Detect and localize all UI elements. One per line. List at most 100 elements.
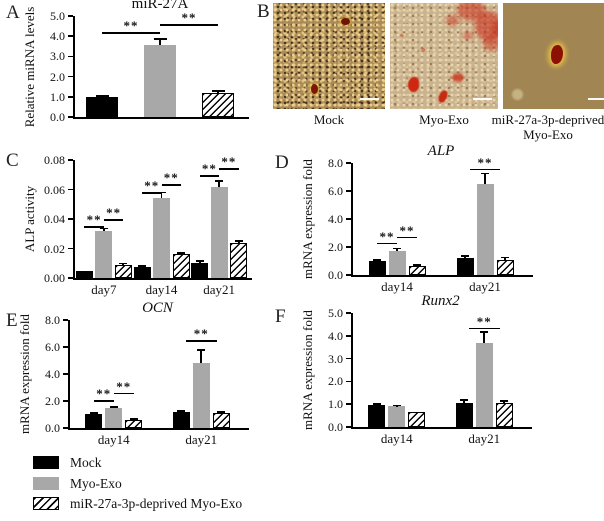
error-bar-stem — [217, 90, 219, 93]
panel-d-chart-alp-mrna: D 0.0 2.0 4.0 6.0 8.0 mRNA expression fold ALP… — [270, 143, 604, 295]
y-tick — [346, 162, 351, 164]
panel-c-chart-alp-activity: C 0.00 0.02 0.04 0.06 0.08 ALP activity day7 da… — [0, 145, 270, 296]
significance-label: ** — [201, 161, 217, 177]
y-tick-label: 0.0 — [45, 421, 60, 435]
significance-line — [397, 236, 417, 239]
chart-title: Runx2 — [421, 293, 460, 309]
significance-line — [199, 175, 220, 178]
significance-line — [142, 192, 162, 195]
y-tick-label: 2.0 — [328, 240, 343, 254]
stain-spot — [311, 83, 319, 94]
significance-label: ** — [477, 154, 493, 170]
significance-label: ** — [379, 228, 395, 244]
panel-e-chart-ocn-mrna: E 0.0 2.0 4.0 6.0 8.0 mRNA expression fold OCN… — [0, 295, 270, 455]
error-bar-cap — [413, 264, 421, 267]
x-axis — [73, 278, 252, 280]
error-bar-stem — [396, 248, 398, 252]
bar-gray — [153, 198, 170, 278]
legend-swatch-myo-exo — [33, 476, 59, 490]
bar-black — [86, 97, 118, 117]
y-tick — [346, 246, 351, 248]
y-tick-label: 6.0 — [45, 340, 60, 354]
y-tick-label: 8.0 — [328, 156, 343, 170]
y-axis — [73, 160, 75, 280]
panel-label-b: B — [257, 1, 270, 22]
error-bar-cap — [460, 399, 469, 402]
legend-label-mock: Mock — [70, 455, 102, 470]
stain-spot — [408, 77, 420, 93]
significance-line — [161, 184, 181, 186]
significance-label: ** — [96, 386, 112, 402]
error-bar-cap — [89, 411, 98, 414]
significance-label: ** — [181, 10, 197, 26]
error-bar-cap — [157, 191, 166, 194]
significance-label: ** — [193, 326, 209, 342]
panel-b-microscopy: B Mock Myo-Exo miR-27a-3p-de — [255, 0, 604, 145]
significance-line — [84, 226, 104, 228]
y-tick — [346, 334, 351, 337]
y-tick — [68, 247, 73, 250]
stain-spot — [436, 88, 449, 104]
y-tick — [68, 116, 73, 118]
chart-title: ALP — [427, 143, 455, 159]
error-bar-cap — [481, 172, 489, 175]
y-axis-label: Relative miRNA levels — [22, 6, 37, 127]
image-caption-mock: Mock — [313, 112, 345, 127]
microscopy-image-myo-exo — [390, 3, 498, 109]
significance-line — [102, 32, 160, 34]
error-bar-stem — [464, 256, 466, 259]
x-axis — [351, 275, 533, 277]
y-tick-label: 0.0 — [328, 420, 343, 434]
bar-hatch — [125, 419, 143, 428]
significance-label: ** — [86, 212, 102, 228]
significance-label: ** — [116, 378, 132, 394]
bar-hatch — [202, 92, 234, 117]
error-bar-stem — [463, 400, 466, 404]
error-bar-cap — [195, 260, 204, 263]
x-category-label: day14 — [380, 431, 413, 446]
y-tick — [63, 373, 68, 375]
error-bar-cap — [501, 256, 509, 259]
significance-label: ** — [399, 222, 415, 238]
significance-line — [219, 168, 239, 170]
y-axis-label: mRNA expression fold — [17, 314, 32, 434]
y-tick-label: 8.0 — [45, 313, 60, 327]
stain-spot — [509, 87, 525, 101]
panel-a-chart-mir27a: A 0.0 1.0 2.0 3.0 4.0 5.0 Relative miRNA level… — [0, 0, 255, 145]
error-bar-cap — [393, 247, 401, 250]
error-bar-cap — [217, 411, 226, 413]
panel-label-a: A — [6, 2, 20, 23]
error-bar-cap — [373, 258, 381, 261]
y-axis-label: ALP activity — [22, 185, 37, 253]
y-tick-label: 0.02 — [44, 241, 65, 256]
stain-patch — [491, 21, 498, 39]
bar-black — [456, 258, 474, 275]
y-tick — [68, 35, 73, 38]
y-axis — [73, 16, 75, 119]
bar-hatch — [495, 403, 513, 427]
y-tick — [68, 159, 73, 161]
significance-line — [468, 327, 500, 330]
y-tick-label: 2.0 — [328, 374, 343, 389]
y-tick-label: 6.0 — [328, 184, 343, 198]
error-bar-cap — [177, 252, 185, 254]
y-tick-label: 2.0 — [45, 394, 60, 408]
error-bar-stem — [160, 192, 163, 199]
error-bar-cap — [461, 255, 469, 257]
bar-gray — [388, 251, 406, 275]
significance-line — [103, 219, 124, 221]
significance-label: ** — [163, 170, 179, 186]
error-bar-cap — [500, 399, 509, 402]
y-tick — [63, 427, 68, 429]
y-tick — [68, 95, 73, 98]
y-tick-label: 0.08 — [44, 153, 65, 167]
error-bar-cap — [211, 89, 225, 92]
error-bar-stem — [483, 332, 486, 343]
error-bar-cap — [138, 264, 146, 267]
x-category-label: day21 — [469, 279, 501, 294]
error-bar-stem — [218, 180, 221, 187]
error-bar-cap — [392, 404, 401, 407]
y-tick — [346, 274, 351, 276]
y-tick — [346, 380, 351, 383]
bar-hatch — [230, 242, 248, 278]
